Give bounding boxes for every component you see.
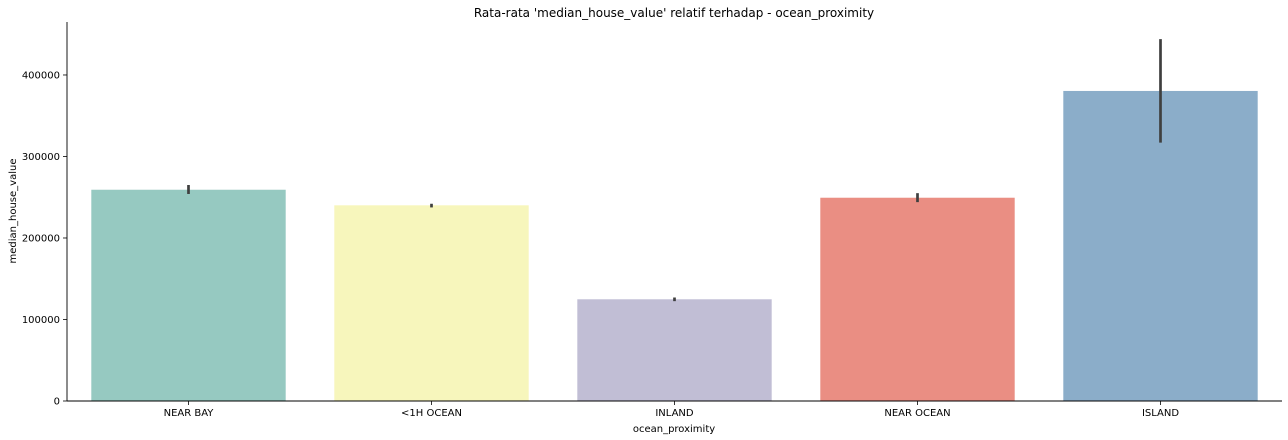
x-tick-label-2: INLAND — [655, 408, 694, 419]
error-bars-group — [187, 39, 1162, 302]
bars-group — [91, 90, 1258, 401]
x-tick-label-1: <1H OCEAN — [401, 408, 462, 419]
y-axis-label: median_house_value — [8, 159, 19, 264]
y-tick-label-1: 100000 — [22, 315, 60, 326]
bar-0 — [91, 189, 286, 401]
x-tick-label-0: NEAR BAY — [164, 408, 215, 419]
y-ticks-group: 0 100000 200000 300000 400000 — [22, 70, 67, 408]
y-tick-label-4: 400000 — [22, 70, 60, 81]
y-tick-label-0: 0 — [54, 397, 60, 408]
x-ticks-group: NEAR BAY <1H OCEAN INLAND NEAR OCEAN ISLAND — [164, 401, 1179, 419]
bar-3 — [820, 197, 1015, 401]
y-tick-label-2: 200000 — [22, 233, 60, 244]
x-tick-label-3: NEAR OCEAN — [884, 408, 950, 419]
x-axis-label: ocean_proximity — [633, 424, 715, 435]
bar-2 — [577, 299, 772, 401]
x-tick-label-4: ISLAND — [1142, 408, 1179, 419]
bar-1 — [334, 205, 529, 401]
y-tick-label-3: 300000 — [22, 152, 60, 163]
chart-title: Rata-rata 'median_house_value' relatif t… — [474, 6, 874, 20]
